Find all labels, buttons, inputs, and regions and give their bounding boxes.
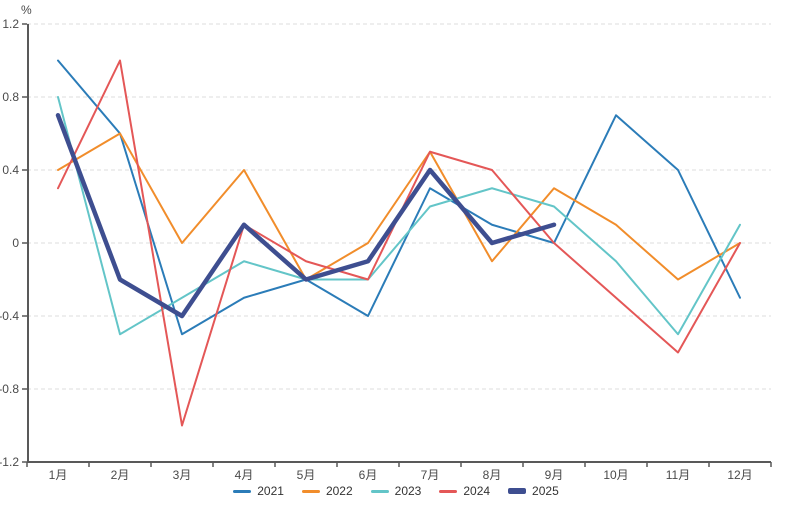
series-line-2022[interactable] [57,132,741,281]
x-axis-tick-label: 2月 [111,468,130,482]
x-axis-tick-label: 8月 [483,468,502,482]
legend-item-2021[interactable]: 2021 [233,484,284,498]
legend-swatch-2022 [301,489,320,493]
y-axis-tick-label: 0.4 [2,163,19,177]
series-line-2023[interactable] [57,96,741,336]
y-axis-tick-label: -1.2 [0,455,19,469]
x-axis-tick-label: 6月 [359,468,378,482]
y-axis-tick-label: 0.8 [2,90,19,104]
y-axis-tick-label: 0 [12,236,19,250]
legend-item-2024[interactable]: 2024 [439,484,490,498]
x-axis-tick-label: 1月 [49,468,68,482]
x-axis-tick-label: 3月 [173,468,192,482]
legend-label: 2025 [532,484,559,498]
series-line-2021[interactable] [57,59,741,336]
legend-label: 2024 [463,484,491,498]
legend-item-2025[interactable]: 2025 [508,484,559,498]
legend-label: 2022 [325,484,353,498]
legend-item-2022[interactable]: 2022 [301,484,353,498]
x-axis-tick-label: 4月 [235,468,254,482]
x-axis-tick-label: 11月 [666,468,690,482]
x-axis-tick-label: 7月 [421,468,440,482]
legend-label: 2021 [257,484,284,498]
x-axis-tick-label: 9月 [545,468,564,482]
y-axis-tick-label: 1.2 [2,17,19,31]
series-line-2025[interactable] [55,113,557,319]
chart-legend: 2021 2022 2023 2024 2025 [0,484,792,498]
x-axis-tick-label: 10月 [603,468,628,482]
legend-swatch-2024 [439,489,458,493]
legend-swatch-2025 [508,488,527,494]
legend-swatch-2023 [370,489,389,493]
legend-item-2023[interactable]: 2023 [370,484,422,498]
x-axis-tick-label: 5月 [297,468,316,482]
legend-swatch-2021 [233,489,252,493]
y-axis-tick-label: -0.8 [0,382,19,396]
legend-label: 2023 [394,484,422,498]
x-axis-tick-label: 12月 [727,468,752,482]
y-axis-unit-label: % [21,3,32,17]
y-axis-tick-label: -0.4 [0,309,19,323]
